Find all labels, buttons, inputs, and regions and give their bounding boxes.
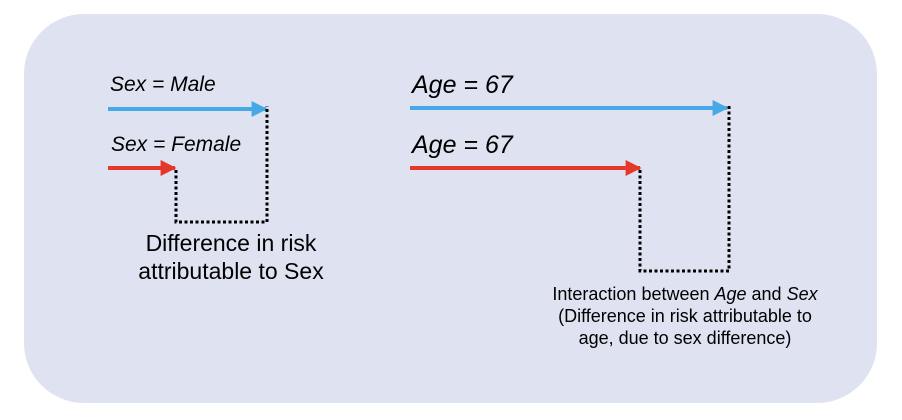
- sex-difference-caption: Difference in risk attributable to Sex: [111, 229, 351, 285]
- age-bottom-label: Age = 67: [412, 131, 513, 159]
- interaction-term-age: Age: [714, 284, 747, 304]
- interaction-bracket: [638, 106, 731, 273]
- age-top-label: Age = 67: [412, 71, 513, 99]
- interaction-and: and: [746, 284, 787, 304]
- interaction-prefix: Interaction between: [552, 284, 715, 304]
- diagram-panel: [24, 14, 877, 403]
- interaction-caption: Interaction between Age and Sex (Differe…: [510, 283, 860, 349]
- sex-difference-bracket: [174, 106, 269, 224]
- interaction-caption-line3: age, due to sex difference): [578, 328, 792, 348]
- sex-caption-line2: attributable to Sex: [138, 258, 324, 284]
- sex-caption-line1: Difference in risk: [145, 230, 317, 256]
- interaction-caption-line1: Interaction between Age and Sex: [510, 283, 860, 305]
- female-label: Sex = Female: [111, 133, 242, 156]
- male-label: Sex = Male: [110, 73, 216, 96]
- interaction-term-sex: Sex: [786, 284, 818, 304]
- interaction-caption-line2: (Difference in risk attributable to: [558, 306, 812, 326]
